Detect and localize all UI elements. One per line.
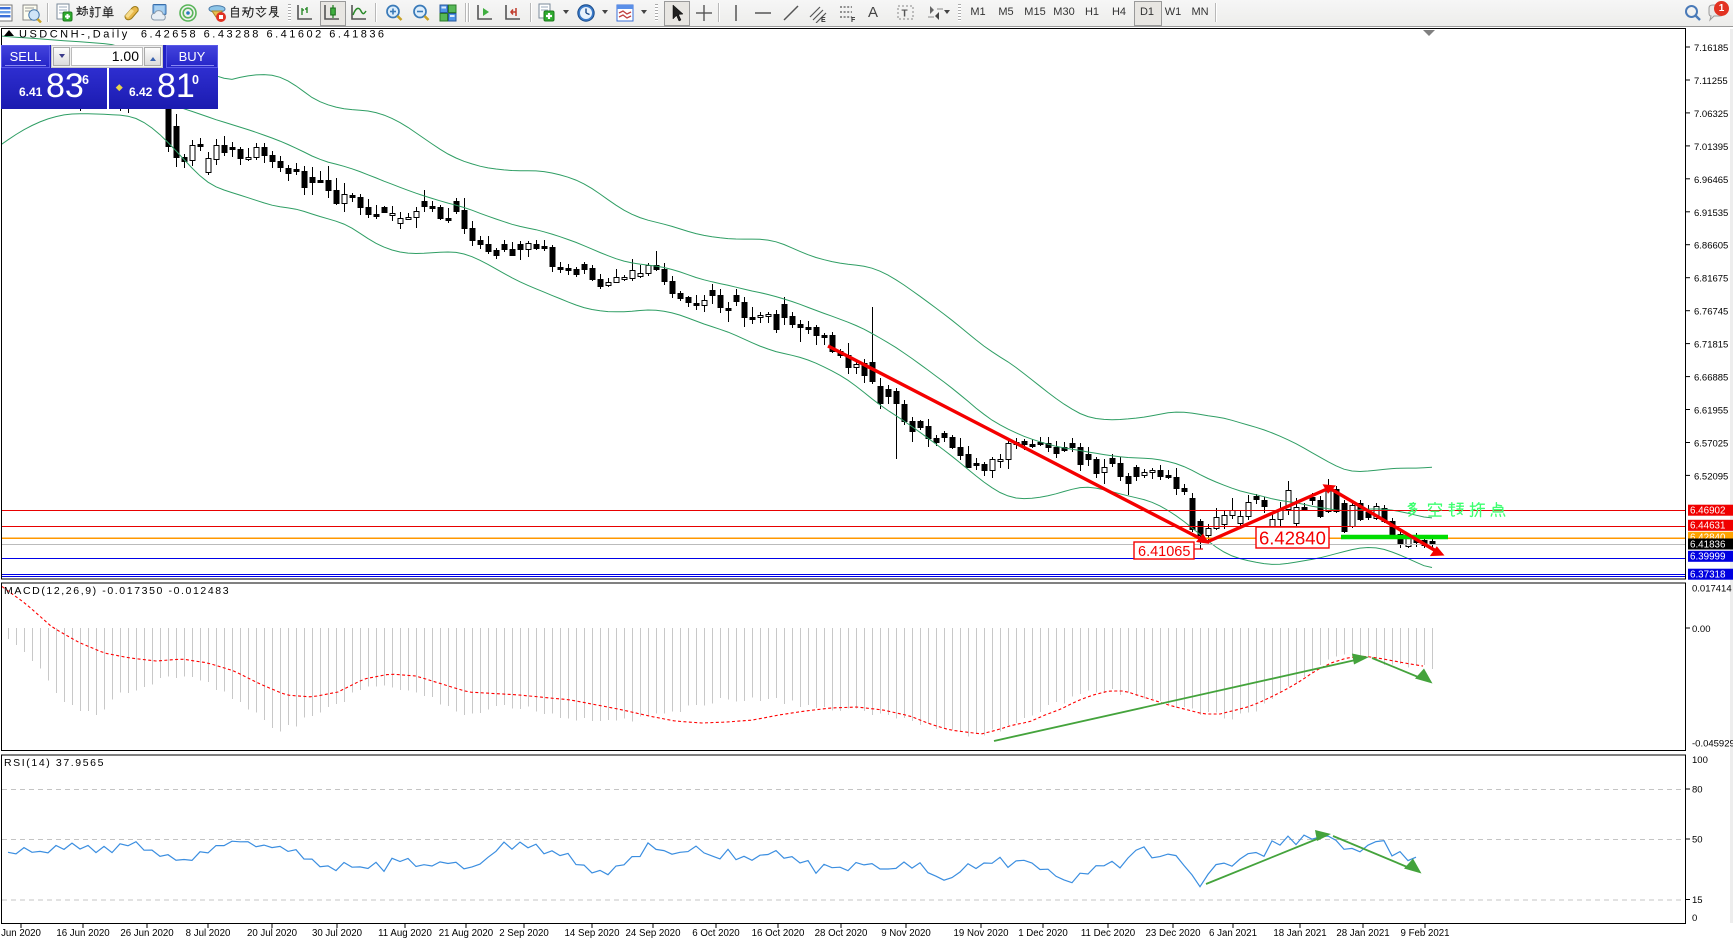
svg-text:0.00: 0.00 [1692,624,1711,635]
svg-text:6.42840: 6.42840 [1259,528,1326,549]
svg-text:6 Oct 2020: 6 Oct 2020 [692,928,740,939]
svg-text:6.91535: 6.91535 [1694,208,1728,219]
svg-text:9 Nov 2020: 9 Nov 2020 [881,928,931,939]
svg-text:28 Jan 2021: 28 Jan 2021 [1336,928,1389,939]
svg-text:8 Jul 2020: 8 Jul 2020 [186,928,231,939]
svg-text:14 Sep 2020: 14 Sep 2020 [565,928,621,939]
svg-text:0.017414: 0.017414 [1692,584,1732,595]
svg-text:50: 50 [1692,835,1703,846]
svg-text:6 Jan 2021: 6 Jan 2021 [1209,928,1257,939]
svg-text:20 Jul 2020: 20 Jul 2020 [247,928,298,939]
svg-text:7.01395: 7.01395 [1694,142,1728,153]
svg-text:6.76745: 6.76745 [1694,307,1728,318]
svg-text:0: 0 [1692,913,1697,924]
svg-text:6.41836: 6.41836 [1690,539,1726,550]
svg-text:2 Sep 2020: 2 Sep 2020 [499,928,549,939]
svg-text:6.71815: 6.71815 [1694,340,1728,351]
svg-text:7.06325: 7.06325 [1694,109,1728,120]
svg-text:15: 15 [1692,895,1703,906]
svg-text:USDCNH-,Daily 6.42658 6.43288: USDCNH-,Daily 6.42658 6.43288 6.41602 6.… [19,29,387,41]
svg-text:6.96465: 6.96465 [1694,175,1728,186]
svg-text:6.57025: 6.57025 [1694,439,1728,450]
svg-text:6.86605: 6.86605 [1694,241,1728,252]
svg-text:100: 100 [1692,755,1708,766]
svg-text:80: 80 [1692,785,1703,796]
svg-text:6.41065: 6.41065 [1138,544,1190,560]
svg-text:16 Oct 2020: 16 Oct 2020 [752,928,805,939]
svg-text:6.44631: 6.44631 [1690,521,1725,532]
svg-text:18 Jan 2021: 18 Jan 2021 [1273,928,1326,939]
svg-text:26 Jun 2020: 26 Jun 2020 [120,928,174,939]
svg-text:T: T [902,9,908,20]
svg-text:6.81675: 6.81675 [1694,274,1728,285]
svg-text:Jun 2020: Jun 2020 [1,928,41,939]
svg-text:16 Jun 2020: 16 Jun 2020 [56,928,110,939]
svg-text:F: F [851,17,856,23]
svg-text:7.16185: 7.16185 [1694,43,1728,54]
svg-text:28 Oct 2020: 28 Oct 2020 [815,928,868,939]
svg-text:6.66885: 6.66885 [1694,373,1728,384]
svg-text:30 Jul 2020: 30 Jul 2020 [312,928,363,939]
svg-text:E: E [821,17,826,23]
svg-text:11 Dec 2020: 11 Dec 2020 [1081,928,1136,939]
svg-text:-0.045929: -0.045929 [1692,739,1733,750]
svg-text:19 Nov 2020: 19 Nov 2020 [954,928,1010,939]
svg-text:23 Dec 2020: 23 Dec 2020 [1146,928,1202,939]
svg-text:6.39999: 6.39999 [1690,552,1725,563]
svg-text:6.46902: 6.46902 [1690,506,1725,517]
svg-text:1 Dec 2020: 1 Dec 2020 [1018,928,1068,939]
svg-text:6.37318: 6.37318 [1690,570,1726,581]
svg-text:24 Sep 2020: 24 Sep 2020 [626,928,682,939]
svg-text:6.61955: 6.61955 [1694,406,1728,417]
svg-text:21 Aug 2020: 21 Aug 2020 [439,928,494,939]
svg-text:6.52095: 6.52095 [1694,471,1728,482]
svg-text:9 Feb 2021: 9 Feb 2021 [1400,928,1449,939]
svg-text:11 Aug 2020: 11 Aug 2020 [378,928,432,939]
svg-text:6.42840: 6.42840 [1690,533,1726,544]
svg-text:RSI(14) 37.9565: RSI(14) 37.9565 [4,757,105,769]
svg-text:7.11255: 7.11255 [1694,76,1728,87]
svg-text:MACD(12,26,9) -0.017350 -0.012: MACD(12,26,9) -0.017350 -0.012483 [4,585,230,597]
